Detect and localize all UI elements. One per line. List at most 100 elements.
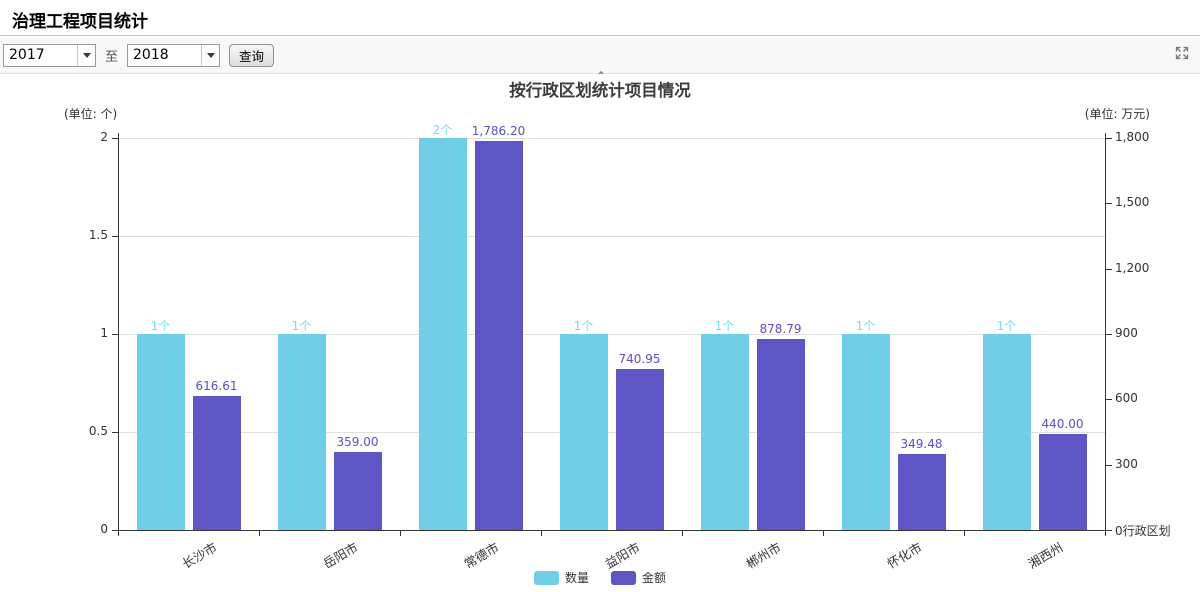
left-axis-tick-label: 1.5 — [88, 228, 108, 242]
toolbar-controls: 2017 至 2018 查询 — [3, 37, 275, 73]
x-axis-tick — [259, 531, 260, 536]
bar-数量-湘西州[interactable] — [982, 334, 1031, 530]
right-axis-tick — [1106, 530, 1112, 531]
bar-value-label: 349.48 — [900, 436, 943, 451]
bar-数量-郴州市[interactable] — [700, 334, 749, 530]
x-axis-tick — [400, 531, 401, 536]
bar-value-label: 878.79 — [759, 321, 802, 336]
left-axis-tick — [112, 334, 118, 335]
bar-数量-益阳市[interactable] — [559, 334, 608, 530]
x-axis-tick — [541, 531, 542, 536]
right-axis-tick-label: 0行政区划 — [1115, 524, 1171, 538]
bar-数量-怀化市[interactable] — [841, 334, 890, 530]
x-axis-tick — [682, 531, 683, 536]
grid-line — [118, 138, 1105, 139]
bar-value-label: 1个 — [714, 319, 735, 333]
right-axis-tick — [1106, 138, 1112, 139]
bar-金额-岳阳市[interactable] — [333, 451, 382, 530]
x-axis-line — [118, 530, 1106, 531]
right-axis-unit-label: (单位: 万元) — [1084, 107, 1150, 121]
year-from-select[interactable]: 2017 — [3, 43, 96, 67]
bar-value-label: 1个 — [855, 319, 876, 333]
left-axis-tick — [112, 236, 118, 237]
left-axis-unit-label: (单位: 个) — [64, 107, 118, 121]
x-category-label: 郴州市 — [743, 539, 784, 572]
bar-value-label: 1个 — [996, 319, 1017, 333]
x-category-label: 常德市 — [461, 539, 502, 572]
fullscreen-expand-icon[interactable] — [1173, 44, 1191, 62]
right-axis-tick — [1106, 464, 1112, 466]
x-category-label: 岳阳市 — [320, 539, 361, 572]
left-axis-tick — [112, 138, 118, 139]
right-axis-tick-label: 300 — [1115, 456, 1138, 471]
right-axis-tick-label: 900 — [1115, 326, 1138, 340]
bar-金额-常德市[interactable] — [474, 141, 523, 530]
bar-金额-长沙市[interactable] — [192, 395, 241, 530]
right-axis-tick — [1106, 268, 1112, 270]
x-axis-tick — [1105, 531, 1106, 536]
bar-数量-长沙市[interactable] — [136, 334, 185, 530]
left-axis-tick — [112, 530, 118, 531]
bar-value-label: 1个 — [150, 319, 171, 333]
bar-value-label: 2个 — [432, 123, 453, 137]
right-axis-line — [1105, 133, 1106, 530]
x-axis-name: 行政区划 — [1122, 524, 1171, 538]
page-title: 治理工程项目统计 — [12, 12, 148, 32]
legend-item-金额[interactable]: 金额 — [611, 569, 666, 586]
right-axis-tick — [1106, 203, 1112, 205]
left-axis-tick-label: 1 — [100, 326, 108, 340]
left-axis-tick-label: 2 — [100, 130, 108, 144]
right-axis-tick-label: 1,200 — [1115, 260, 1150, 275]
right-axis-tick-label: 1,500 — [1115, 195, 1150, 210]
left-axis-tick-label: 0.5 — [88, 424, 108, 438]
dropdown-arrow-icon[interactable] — [77, 44, 95, 66]
left-axis-tick-label: 0 — [100, 522, 108, 536]
x-category-label: 长沙市 — [179, 539, 220, 572]
bar-value-label: 740.95 — [618, 351, 661, 366]
year-from-value: 2017 — [9, 46, 45, 63]
bar-数量-岳阳市[interactable] — [277, 334, 326, 530]
left-axis-tick — [112, 432, 118, 433]
x-category-label: 怀化市 — [884, 539, 925, 572]
bar-金额-怀化市[interactable] — [897, 453, 946, 530]
legend-label: 数量 — [564, 571, 589, 585]
dropdown-arrow-icon[interactable] — [201, 44, 220, 66]
panel-collapse-chevron-icon[interactable] — [594, 64, 608, 78]
x-axis-tick — [118, 531, 119, 536]
chart-area: 按行政区划统计项目情况 (单位: 个) (单位: 万元) 2 1.5 1 0.5 0 1,… — [0, 74, 1200, 592]
x-axis-tick — [823, 531, 824, 536]
right-axis-tick-label: 1,800 — [1115, 130, 1150, 144]
to-label: 至 — [105, 49, 119, 65]
bar-value-label: 1个 — [573, 319, 594, 333]
bar-value-label: 616.61 — [195, 378, 238, 393]
right-axis-tick — [1106, 334, 1112, 335]
left-axis-line — [118, 133, 119, 530]
bar-数量-常德市[interactable] — [418, 138, 467, 530]
bar-金额-郴州市[interactable] — [756, 338, 805, 530]
query-button[interactable]: 查询 — [229, 43, 275, 67]
chart-title: 按行政区划统计项目情况 — [509, 81, 691, 100]
bar-value-label: 359.00 — [336, 434, 379, 449]
bar-金额-益阳市[interactable] — [615, 368, 664, 530]
grid-line — [118, 334, 1105, 335]
chart-legend: 数量 金额 — [0, 569, 1200, 586]
x-category-label: 湘西州 — [1025, 539, 1066, 572]
legend-swatch — [533, 570, 559, 585]
bar-金额-湘西州[interactable] — [1038, 434, 1087, 530]
legend-item-数量[interactable]: 数量 — [533, 569, 589, 586]
year-to-select[interactable]: 2018 — [127, 43, 221, 67]
bar-value-label: 1,786.20 — [471, 124, 526, 138]
legend-label: 金额 — [642, 571, 667, 585]
grid-line — [118, 236, 1105, 237]
query-toolbar: 2017 至 2018 查询 — [0, 37, 1200, 74]
right-axis-tick — [1106, 399, 1112, 401]
bar-value-label: 440.00 — [1041, 417, 1084, 432]
bar-value-label: 1个 — [291, 319, 312, 333]
page-header: 治理工程项目统计 — [0, 0, 1200, 36]
x-category-label: 益阳市 — [602, 539, 643, 572]
year-to-value: 2018 — [133, 46, 169, 63]
right-axis-tick-label: 600 — [1115, 391, 1138, 406]
x-axis-tick — [964, 531, 965, 536]
grid-line — [118, 432, 1105, 433]
legend-swatch — [611, 570, 636, 585]
